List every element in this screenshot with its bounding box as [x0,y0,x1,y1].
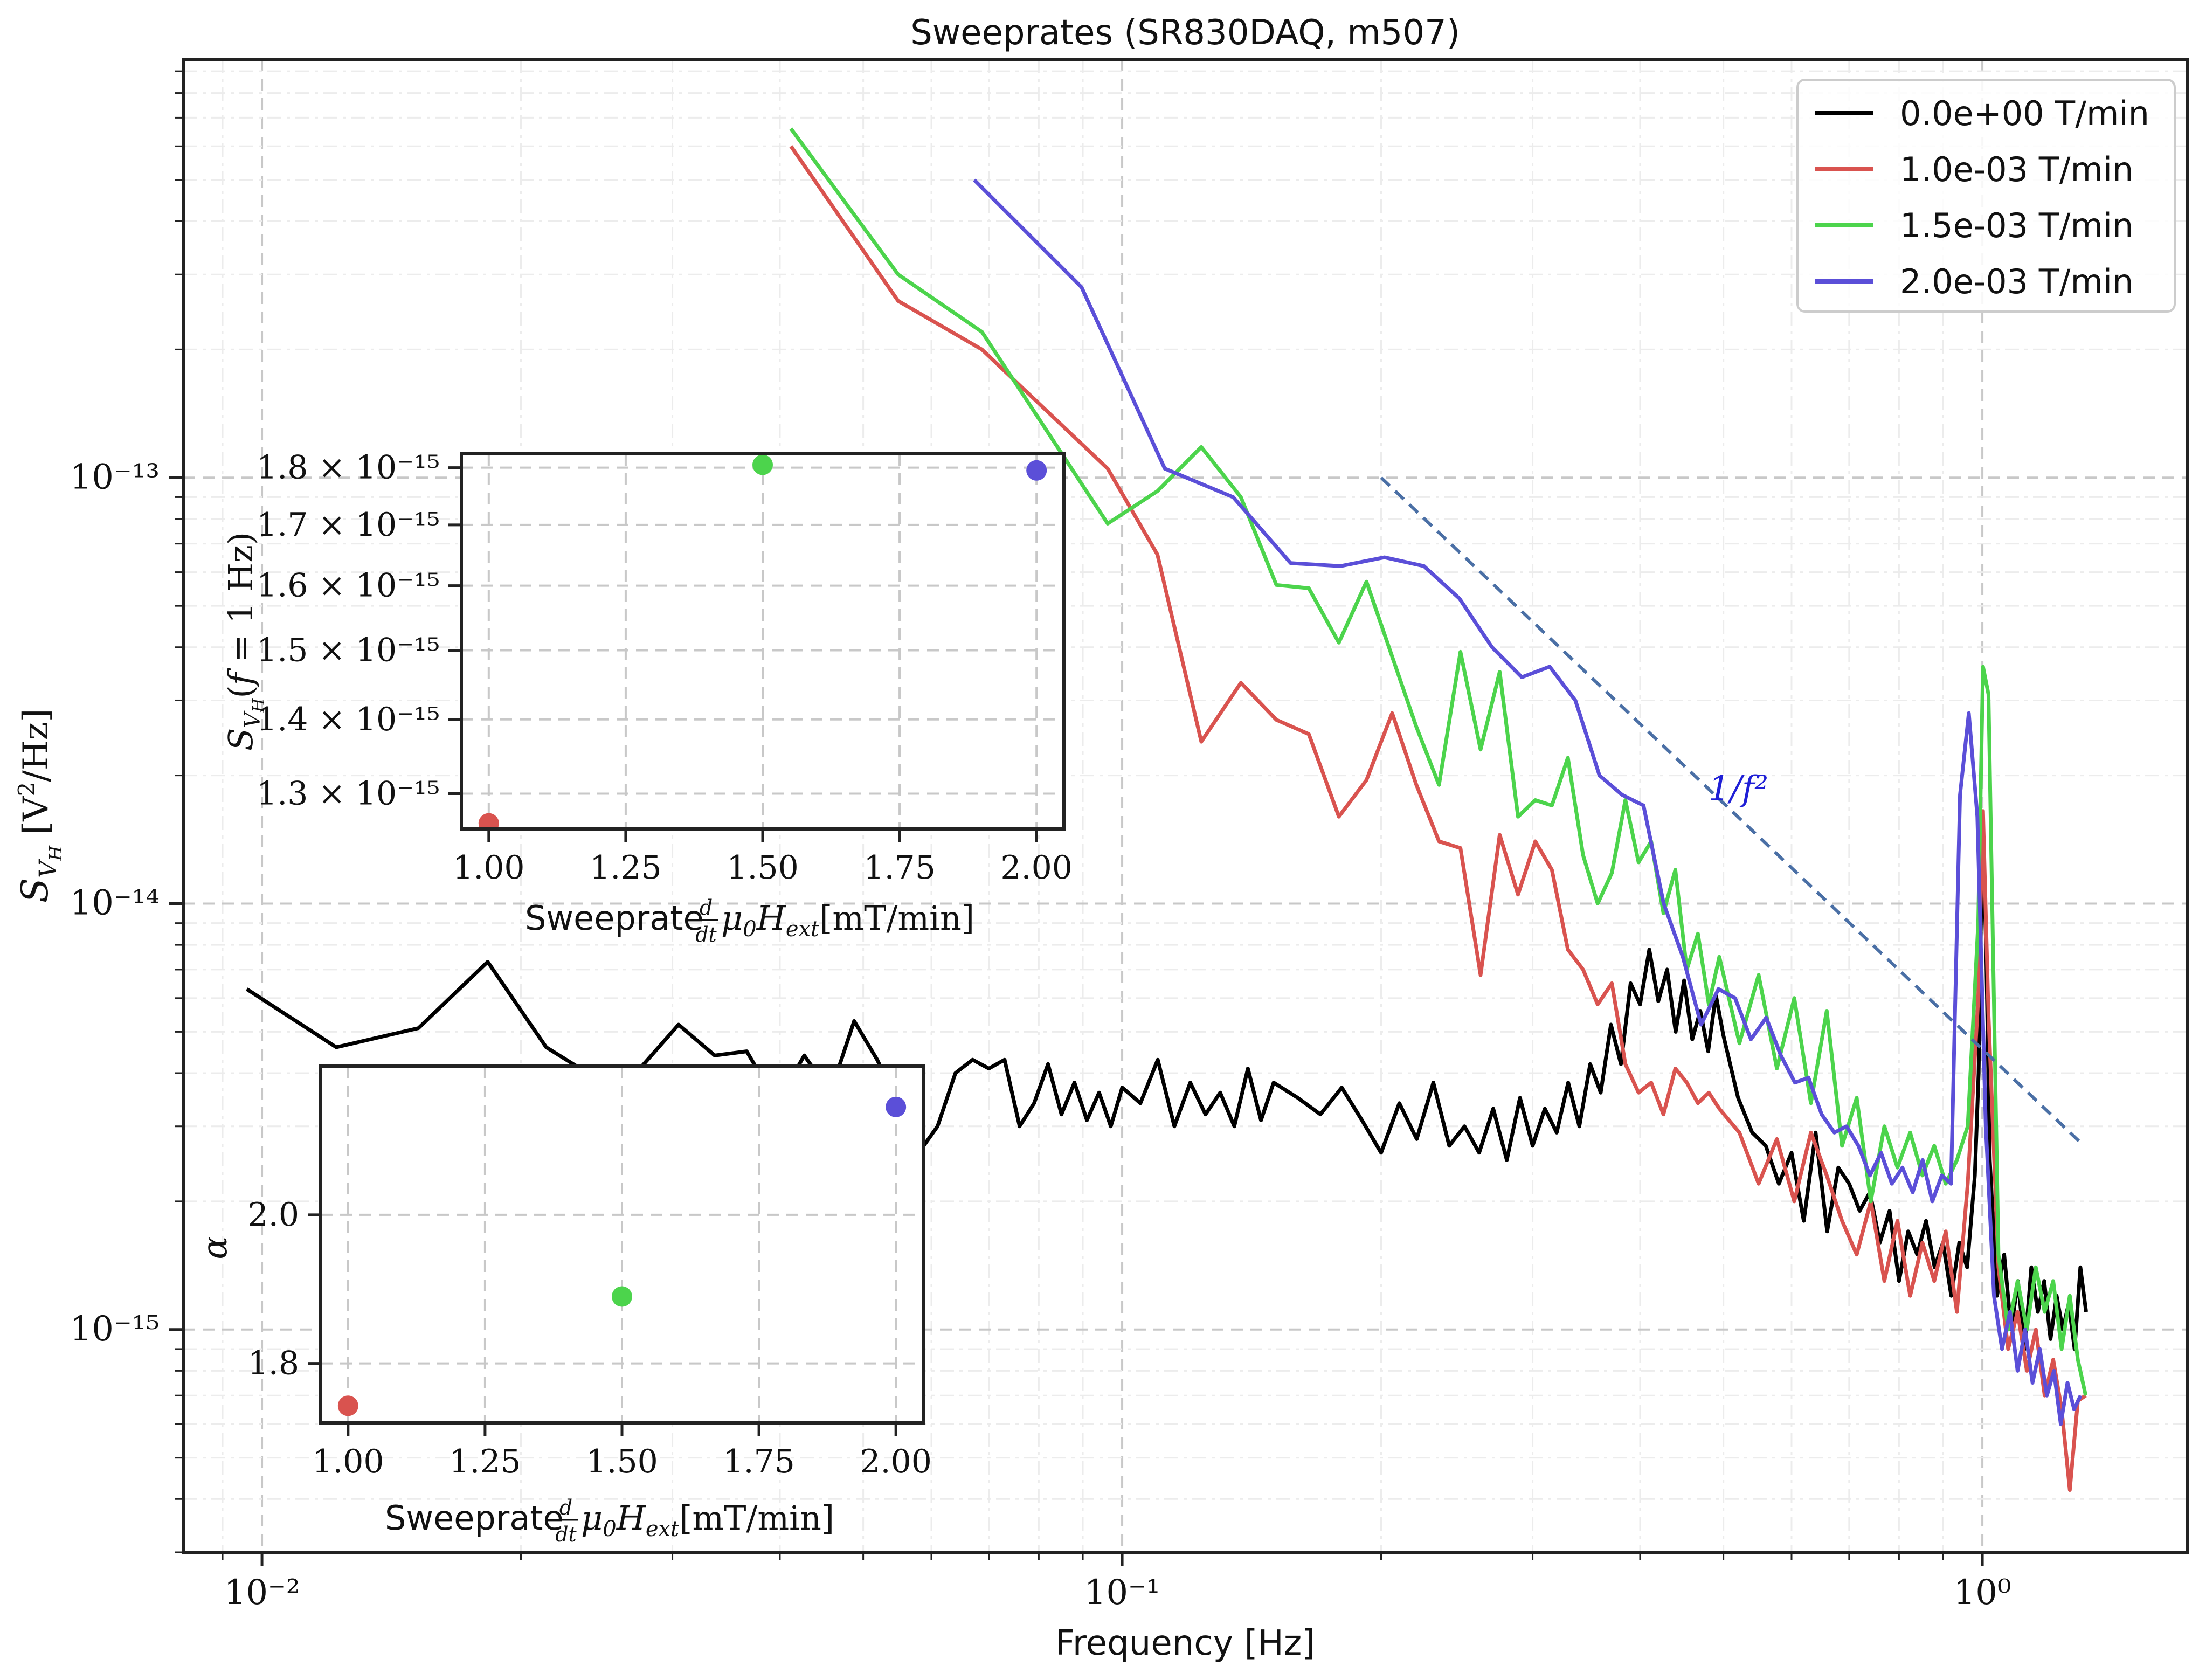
x-tick-label: 10⁰ [1954,1573,2011,1613]
main-ticks: 10⁻² 10⁻¹ 10⁰ 10⁻¹⁵ 10⁻¹⁴ 10⁻¹³ [70,70,2011,1613]
annotation-label: 1/f² [1708,769,1768,808]
inset-data-point [478,813,499,829]
inset-y-tick-label: 2.0 [248,1196,299,1234]
series-line-2 [789,127,2088,1396]
inset-y-tick-label: 1.6 × 10⁻¹⁵ [257,567,440,605]
inset2-points [337,1096,907,1416]
chart-title: Sweeprates (SR830DAQ, m507) [910,13,1460,53]
svg-text:d: d [559,1496,572,1519]
x-axis-label: Frequency [Hz] [1055,1623,1316,1663]
series-line-1 [789,145,2087,1492]
inset2-grid [321,1066,923,1423]
inset-chart-alpha: 1.00 1.25 1.50 1.75 2.00 1.8 2.0 Sweeprate d d… [195,1064,932,1546]
x-tick-label: 10⁻² [224,1573,300,1613]
legend-entry-label: 1.0e-03 T/min [1900,150,2133,189]
inset-data-point [337,1395,358,1416]
reference-power-law-line [1380,476,2082,1144]
inset2-ticks: 1.00 1.25 1.50 1.75 2.00 1.8 2.0 [248,1196,932,1481]
legend-entry-label: 2.0e-03 T/min [1900,262,2133,301]
inset-x-tick-label: 1.25 [449,1443,521,1481]
main-series-layer: 1/f² [245,127,2088,1492]
inset1-grid [461,454,1064,829]
inset-x-tick-label: 1.75 [723,1443,795,1481]
svg-text:μ0Hext[mT/min]: μ0Hext[mT/min] [721,898,974,942]
inset-x-tick-label: 1.75 [863,849,936,887]
inset1-points [478,454,1047,829]
svg-text:μ0Hext[mT/min]: μ0Hext[mT/min] [581,1498,834,1541]
legend: 0.0e+00 T/min 1.0e-03 T/min 1.5e-03 T/min 2… [1796,79,2176,313]
svg-text:dt: dt [555,1523,577,1546]
inset-x-tick-label: 2.00 [1000,849,1073,887]
y-axis-label: SVH [V2/Hz] [13,709,66,903]
inset-x-tick-label: 1.50 [727,849,799,887]
inset-data-point [1026,460,1047,481]
svg-text:Sweeprate: Sweeprate [385,1498,564,1538]
inset-y-tick-label: 1.7 × 10⁻¹⁵ [257,506,440,544]
inset-x-tick-label: 1.00 [453,849,525,887]
inset-data-point [886,1096,907,1117]
svg-text:d: d [700,896,713,919]
inset2-x-axis-label: Sweeprate d dt μ0Hext[mT/min] [385,1496,834,1546]
inset-y-tick-label: 1.5 × 10⁻¹⁵ [257,632,440,669]
inset-x-tick-label: 1.00 [312,1443,384,1481]
inset-y-tick-label: 1.4 × 10⁻¹⁵ [257,701,440,738]
y-tick-label: 10⁻¹⁴ [70,883,160,923]
inset2-y-axis-label: α [195,1236,235,1259]
inset-x-tick-label: 1.25 [590,849,662,887]
series-line-3 [973,178,2083,1426]
legend-entry-label: 0.0e+00 T/min [1900,94,2149,133]
inset1-ticks: 1.00 1.25 1.50 1.75 2.00 1.3 × 10⁻¹⁵ 1.4 × 10⁻… [257,449,1073,887]
main-plot-frame [182,58,2189,1554]
inset-data-point [612,1286,632,1307]
inset-y-tick-label: 1.8 × 10⁻¹⁵ [257,449,440,487]
svg-text:SVH [V2/Hz]: SVH [V2/Hz] [13,709,66,903]
series-line-0 [245,820,2088,1351]
y-tick-label: 10⁻¹³ [70,457,160,497]
inset-y-tick-label: 1.3 × 10⁻¹⁵ [257,775,440,813]
inset-data-point [752,454,773,475]
svg-text:Sweeprate: Sweeprate [525,898,704,938]
inset1-x-axis-label: Sweeprate d dt μ0Hext[mT/min] [525,896,974,946]
svg-text:dt: dt [695,923,717,946]
y-tick-label: 10⁻¹⁵ [70,1309,160,1349]
inset-y-tick-label: 1.8 [248,1345,299,1382]
inset-chart-sv-at-1hz: 1.00 1.25 1.50 1.75 2.00 1.3 × 10⁻¹⁵ 1.4 × 10⁻… [221,449,1073,946]
x-tick-label: 10⁻¹ [1084,1573,1160,1613]
legend-box [1796,79,2176,313]
inset-x-tick-label: 2.00 [860,1443,932,1481]
inset-x-tick-label: 1.50 [586,1443,658,1481]
legend-entry-label: 1.5e-03 T/min [1900,206,2133,245]
